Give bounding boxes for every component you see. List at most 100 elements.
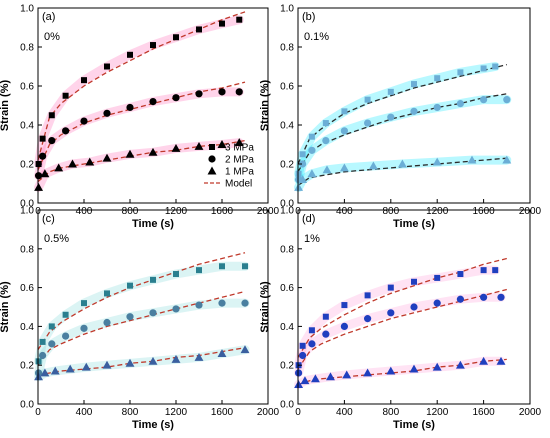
- chart-panel-2: 0 400 800 1200 1600 20000.00.20.40.60.81.0Tim…: [259, 4, 542, 231]
- data-point-circle: [241, 299, 249, 307]
- plot-frame: [37, 209, 269, 405]
- x-axis-title: Time (s): [132, 218, 174, 230]
- data-point-square: [127, 51, 133, 58]
- x-tick-label: 1200: [165, 407, 188, 418]
- data-point-triangle: [40, 368, 50, 377]
- panel-annotation: 0.5%: [44, 233, 69, 245]
- data-point-square: [308, 327, 315, 334]
- data-point-circle: [103, 318, 111, 327]
- legend-triangle-swatch: [207, 166, 217, 175]
- data-point-square: [62, 92, 69, 99]
- data-point-square: [81, 77, 87, 84]
- data-point-triangle: [40, 169, 50, 178]
- data-point-square: [173, 34, 179, 41]
- x-tick-label: 800: [382, 407, 399, 418]
- data-point-circle: [322, 137, 330, 145]
- data-point-circle: [340, 127, 348, 135]
- data-point-square: [387, 284, 394, 291]
- data-point-triangle: [310, 374, 320, 383]
- data-point-triangle: [171, 354, 181, 363]
- x-tick-label: 2000: [519, 407, 542, 418]
- data-point-square: [236, 16, 243, 23]
- x-tick-label: 1600: [472, 407, 495, 418]
- data-point-square: [299, 342, 306, 349]
- x-axis-title: Time (s): [132, 419, 174, 431]
- data-point-square: [457, 69, 464, 76]
- data-point-triangle: [467, 155, 477, 164]
- y-tick-label: 1.0: [20, 4, 34, 15]
- y-tick-label: 1.0: [280, 4, 294, 15]
- data-point-square: [364, 96, 371, 103]
- panel-annotation: 0%: [44, 31, 60, 43]
- plot-frame: [37, 7, 269, 204]
- data-point-triangle: [307, 169, 317, 178]
- data-point-square: [434, 75, 441, 82]
- data-point-circle: [480, 96, 488, 104]
- data-point-square: [322, 313, 329, 320]
- data-point-triangle: [294, 380, 304, 389]
- data-halo-3: [34, 345, 250, 382]
- x-tick-label: 1600: [472, 206, 495, 217]
- data-point-circle: [80, 324, 88, 332]
- model-curve-2: [297, 288, 507, 370]
- y-tick-label: 0.0: [280, 199, 294, 210]
- data-point-square: [457, 271, 464, 278]
- data-point-circle: [456, 295, 464, 303]
- panel-label: (c): [42, 213, 55, 225]
- data-point-triangle: [234, 138, 244, 146]
- y-tick-label: 0.4: [280, 121, 294, 132]
- y-tick-label: 0.0: [280, 400, 294, 411]
- data-point-triangle: [342, 370, 352, 379]
- x-tick-label: 1600: [211, 206, 234, 217]
- y-axis-title: Strain (%): [259, 281, 271, 333]
- data-point-circle: [235, 88, 243, 96]
- chart-panel-4: 0 400 800 1200 1600 20000.00.20.40.60.81.0Tim…: [259, 206, 542, 432]
- data-point-square: [39, 338, 46, 345]
- model-curve-1: [37, 11, 246, 161]
- x-tick-label: 1200: [426, 407, 449, 418]
- y-tick-label: 0.8: [280, 244, 294, 255]
- data-point-circle: [62, 127, 70, 135]
- data-point-circle: [195, 301, 203, 309]
- data-point-square: [492, 63, 499, 70]
- data-point-square: [434, 274, 441, 281]
- data-point-triangle: [50, 366, 60, 375]
- data-point-square: [173, 271, 179, 278]
- data-point-circle: [172, 305, 180, 313]
- data-point-triangle: [502, 155, 512, 164]
- data-point-square: [242, 263, 248, 270]
- data-point-triangle: [339, 163, 349, 172]
- data-point-triangle: [217, 349, 227, 358]
- data-point-triangle: [409, 364, 419, 373]
- data-point-circle: [364, 315, 372, 323]
- data-point-circle: [80, 117, 88, 125]
- data-point-triangle: [217, 140, 227, 148]
- data-point-triangle: [125, 358, 135, 367]
- data-point-circle: [503, 96, 511, 104]
- data-point-triangle: [240, 345, 250, 354]
- x-tick-label: 0: [295, 407, 301, 418]
- y-tick-label: 0.6: [280, 82, 294, 93]
- chart-panel-1: 0 400 800 1200 1600 20000.00.20.40.60.81.0Tim…: [0, 4, 280, 231]
- data-point-triangle: [397, 159, 407, 168]
- data-point-triangle: [326, 372, 335, 381]
- data-point-circle: [172, 94, 180, 102]
- x-tick-label: 800: [122, 206, 139, 217]
- data-point-square: [411, 81, 417, 88]
- x-tick-label: 1200: [426, 206, 449, 217]
- data-point-triangle: [363, 368, 373, 377]
- data-point-triangle: [148, 147, 158, 156]
- data-point-square: [150, 42, 156, 49]
- data-point-circle: [294, 369, 303, 377]
- data-point-triangle: [496, 356, 506, 365]
- data-point-circle: [322, 330, 330, 338]
- data-point-circle: [48, 340, 56, 348]
- data-point-circle: [126, 103, 134, 112]
- data-point-triangle: [368, 161, 378, 170]
- y-tick-label: 0.8: [20, 244, 34, 255]
- data-point-circle: [410, 303, 418, 311]
- data-halo-3: [294, 155, 512, 192]
- data-point-square: [341, 108, 348, 115]
- data-point-circle: [218, 299, 226, 307]
